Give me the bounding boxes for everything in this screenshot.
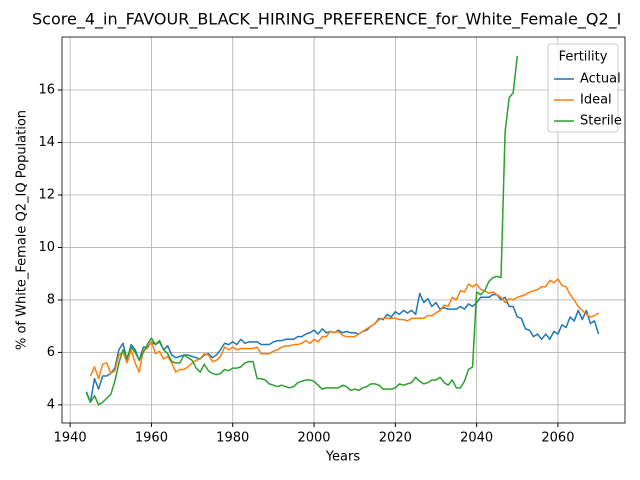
legend-label: Sterile [580,114,622,129]
series-line [89,278,599,380]
x-tick-label: 2040 [460,431,493,446]
x-tick-label: 1960 [135,431,168,446]
y-tick-label: 4 [47,397,55,412]
x-tick-label: 2020 [379,431,412,446]
y-tick-label: 8 [47,292,55,307]
legend-box [547,43,619,133]
y-tick-label: 14 [38,135,55,150]
series-line [85,55,519,406]
x-tick-label: 2060 [541,431,574,446]
y-tick-label: 10 [38,240,55,255]
legend-label: Ideal [580,93,612,108]
legend: Fertility Actual Ideal Sterile [547,43,622,133]
y-axis-label: % of White_Female Q2_IQ Population [15,110,30,350]
y-tick-label: 16 [38,83,55,98]
series-line [85,292,600,404]
y-tick-label: 12 [38,187,55,202]
plot-frame [61,36,626,424]
y-tick-label: 6 [47,345,55,360]
x-tick-label: 1980 [216,431,249,446]
legend-title: Fertility [559,50,608,65]
x-tick-label: 1940 [54,431,87,446]
legend-label: Actual [580,72,621,87]
chart-title: Score_4_in_FAVOUR_BLACK_HIRING_PREFERENC… [32,10,621,30]
x-axis-label: Years [325,450,361,465]
x-tick-label: 2000 [297,431,330,446]
